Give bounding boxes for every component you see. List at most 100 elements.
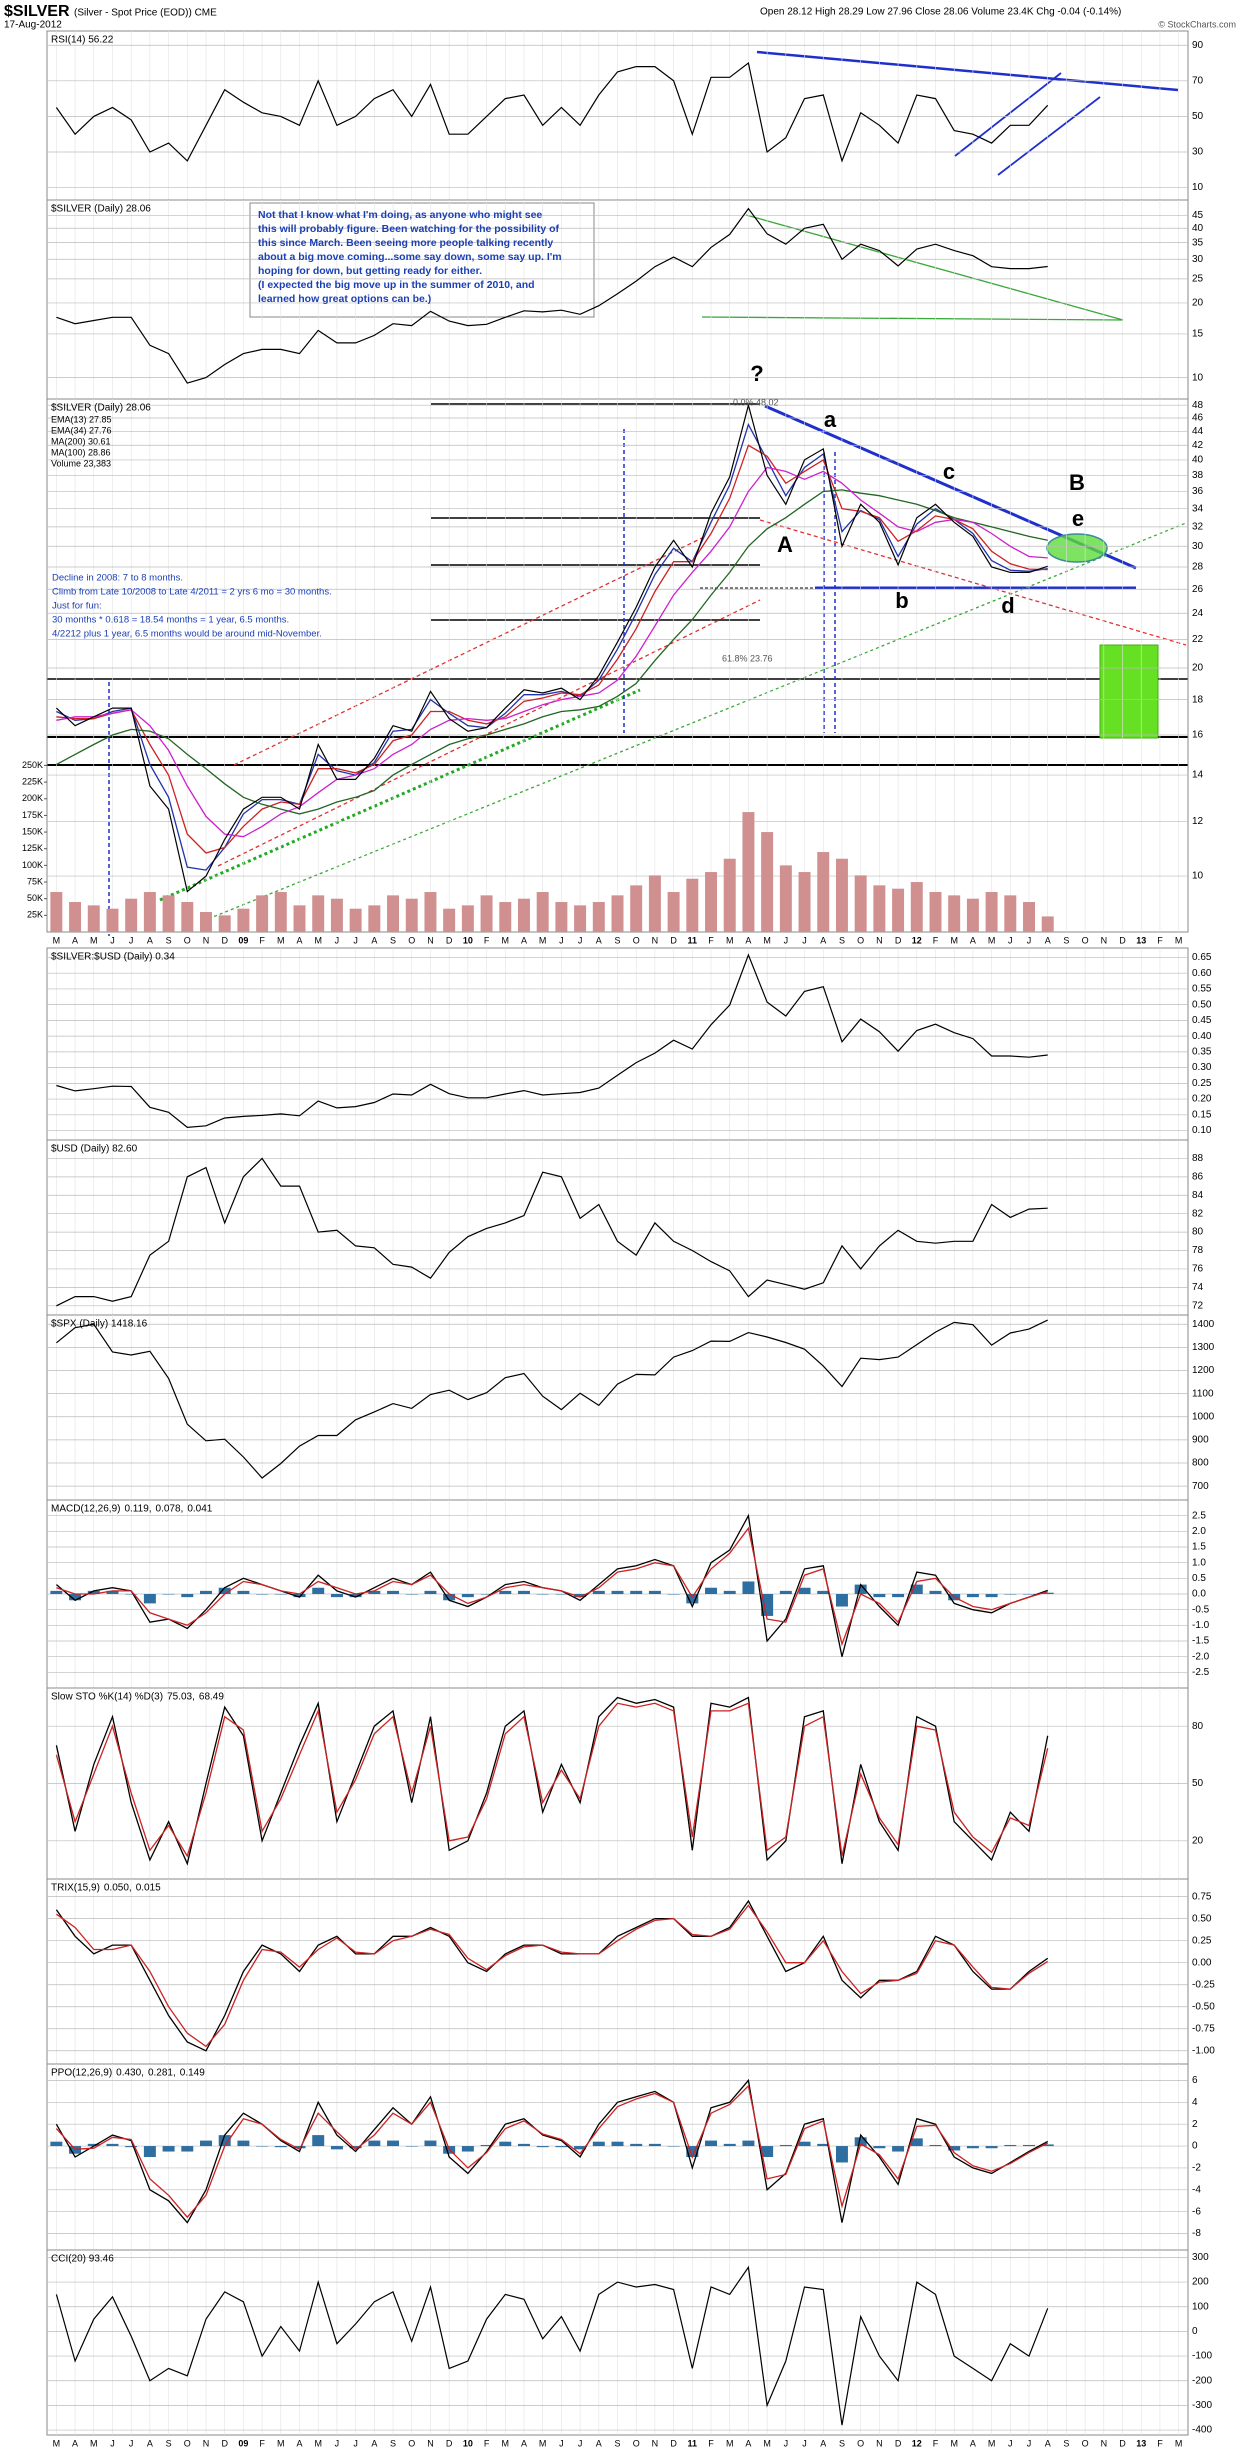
bar <box>648 2143 661 2147</box>
x-tick-label: M <box>950 935 958 945</box>
bar <box>499 2141 512 2147</box>
bar <box>256 2146 269 2147</box>
x-tick-label: A <box>371 935 377 945</box>
x-tick-label: S <box>839 935 845 945</box>
bar <box>256 895 269 932</box>
x-tick-label: F <box>933 2438 939 2448</box>
note-box <box>249 202 595 318</box>
y2-tick-label: 125K <box>22 843 43 853</box>
x-tick-label: O <box>1082 2438 1089 2448</box>
bar <box>705 2140 718 2147</box>
bar <box>592 1590 605 1594</box>
y-tick-label: 30 <box>1192 541 1204 552</box>
annotation: B <box>1069 470 1085 495</box>
bar <box>181 902 194 932</box>
x-tick-label: J <box>353 2438 358 2448</box>
panel: 72 74 76 78 80 82 84 86 88 $USD (Daily) 82.60 <box>46 1139 1204 1316</box>
x-tick-label: 10 <box>463 935 473 945</box>
x-tick-label: N <box>427 2438 434 2448</box>
x-tick-label: M <box>277 935 285 945</box>
panel-title: $SILVER (Daily) 28.06 <box>51 403 151 414</box>
x-tick-label: N <box>652 2438 659 2448</box>
x-tick-label: D <box>670 2438 677 2448</box>
x-tick-label: S <box>614 2438 620 2448</box>
bar <box>1023 1594 1035 1595</box>
price-stats: Open 28.12 High 28.29 Low 27.96 Close 28… <box>760 7 1121 18</box>
y-tick-label: 48 <box>1192 400 1204 411</box>
bar <box>143 2146 156 2157</box>
series-line <box>56 953 1048 1129</box>
bar <box>555 2146 568 2148</box>
y-tick-label: 200 <box>1192 2277 1209 2288</box>
annotation: a <box>824 407 837 432</box>
x-tick-label: S <box>1063 935 1069 945</box>
y-tick-label: 35 <box>1192 237 1204 248</box>
y-tick-label: 20 <box>1192 1835 1204 1846</box>
bar <box>985 2146 998 2149</box>
bar <box>50 892 63 932</box>
bar <box>929 1590 942 1594</box>
bar <box>200 2140 212 2147</box>
bar <box>499 1590 512 1594</box>
x-tick-label: O <box>1082 935 1089 945</box>
x-tick-label: M <box>53 2438 61 2448</box>
bar <box>611 2141 624 2147</box>
x-tick-label: S <box>1063 2438 1069 2448</box>
bar <box>237 2140 250 2147</box>
annotation: e <box>1072 506 1084 531</box>
y-tick-label: 84 <box>1192 1190 1204 1201</box>
legend-entry: Volume 23,383 <box>51 458 111 468</box>
panel: 10 15 20 25 30 35 40 45 $SILVER (Daily) 28.06 Not… <box>46 199 1204 400</box>
y-tick-label: 1200 <box>1192 1365 1215 1376</box>
y-tick-label: 46 <box>1192 413 1204 424</box>
y2-tick-label: 150K <box>22 826 43 836</box>
x-tick-label: J <box>335 935 340 945</box>
bar <box>910 1584 923 1594</box>
y-tick-label: 1300 <box>1192 1342 1215 1353</box>
bar <box>630 2143 643 2147</box>
bar <box>274 1594 287 1595</box>
y-tick-label: 80 <box>1192 1721 1204 1732</box>
y-tick-label: 300 <box>1192 2252 1209 2263</box>
y-tick-label: 50 <box>1192 111 1204 122</box>
series-line <box>56 422 1048 871</box>
bar <box>443 1594 456 1601</box>
x-tick-label: N <box>876 2438 883 2448</box>
legend-entry: MA(200) 30.61 <box>51 436 111 446</box>
bar <box>461 2146 474 2152</box>
bar <box>798 872 811 932</box>
y-tick-label: 0.5 <box>1192 1573 1206 1584</box>
drawings <box>47 50 1188 936</box>
bar <box>368 2140 381 2147</box>
y-tick-label: -6 <box>1192 2206 1201 2217</box>
legend-entry: 0.119, <box>124 1504 151 1515</box>
date: 17-Aug-2012 <box>4 20 62 31</box>
x-tick-label: S <box>390 935 396 945</box>
y-tick-label: -200 <box>1192 2375 1212 2386</box>
annotation: 30 months * 0.618 = 18.54 months = 1 yea… <box>52 615 289 626</box>
x-tick-label: F <box>933 935 939 945</box>
annotation: this since March. Been seeing more peopl… <box>258 237 553 249</box>
annotation: ? <box>750 361 763 386</box>
x-tick-label: F <box>708 2438 714 2448</box>
bar <box>387 895 400 932</box>
x-tick-label: N <box>1101 2438 1108 2448</box>
bar <box>555 1594 568 1595</box>
x-tick-label: J <box>578 2438 583 2448</box>
annotation: A <box>777 532 793 557</box>
y-tick-label: 1000 <box>1192 1411 1215 1422</box>
trendline <box>997 96 1101 176</box>
x-tick-label: N <box>876 935 883 945</box>
y-tick-label: 0.0 <box>1192 1589 1206 1600</box>
bar <box>162 2146 175 2152</box>
y-tick-label: -400 <box>1192 2425 1212 2436</box>
annotation: c <box>943 459 955 484</box>
bar <box>387 1590 400 1594</box>
bar <box>985 1594 998 1598</box>
x-tick-label: M <box>502 935 510 945</box>
y2-tick-label: 50K <box>27 893 43 903</box>
panel-title: PPO(12,26,9) <box>51 2068 112 2079</box>
x-tick-label: N <box>427 935 434 945</box>
bar <box>854 1584 867 1594</box>
x-tick-label: J <box>802 2438 807 2448</box>
